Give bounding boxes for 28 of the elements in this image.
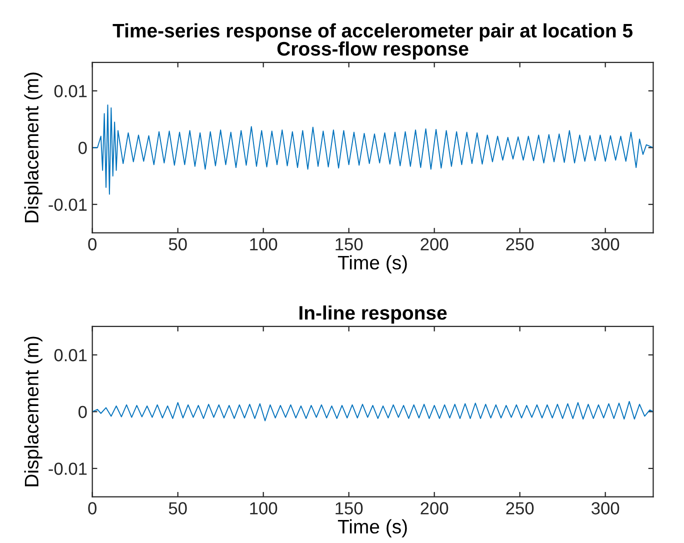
chart-title: In-line response bbox=[300, 305, 447, 324]
y-tick-label: 0 bbox=[78, 406, 87, 418]
y-tick-label: -0.01 bbox=[48, 462, 87, 475]
x-tick-label: 0 bbox=[88, 502, 96, 514]
chart-title: Time-series response of accelerometer pair at location 5 Cross-flow response bbox=[112, 23, 633, 60]
x-tick-label: 300 bbox=[592, 502, 620, 514]
x-tick-label: 150 bbox=[336, 238, 363, 250]
y-tick-label: -0.01 bbox=[48, 198, 87, 211]
y-tick-label: 0.01 bbox=[54, 85, 87, 98]
x-tick-label: 300 bbox=[592, 238, 620, 250]
x-tick-label: 200 bbox=[420, 238, 448, 250]
y-tick-label: 0 bbox=[78, 142, 87, 154]
x-tick-label: 250 bbox=[506, 238, 534, 250]
y-axis-title: Displacement (m) bbox=[24, 336, 42, 486]
x-tick-label: 100 bbox=[250, 502, 278, 514]
x-axis-title: Time (s) bbox=[338, 519, 407, 538]
x-tick-label: 50 bbox=[168, 238, 187, 250]
x-tick-label: 100 bbox=[250, 238, 278, 250]
line-series bbox=[92, 104, 654, 195]
x-axis-title: Time (s) bbox=[338, 255, 407, 274]
x-tick-label: 150 bbox=[336, 502, 363, 514]
y-tick-label: 0.01 bbox=[54, 349, 87, 362]
x-tick-label: 50 bbox=[168, 502, 187, 514]
x-tick-label: 250 bbox=[506, 502, 534, 514]
y-axis-title: Displacement (m) bbox=[24, 72, 42, 222]
x-tick-label: 0 bbox=[88, 238, 96, 250]
line-series bbox=[92, 400, 654, 422]
x-tick-label: 200 bbox=[420, 502, 448, 514]
